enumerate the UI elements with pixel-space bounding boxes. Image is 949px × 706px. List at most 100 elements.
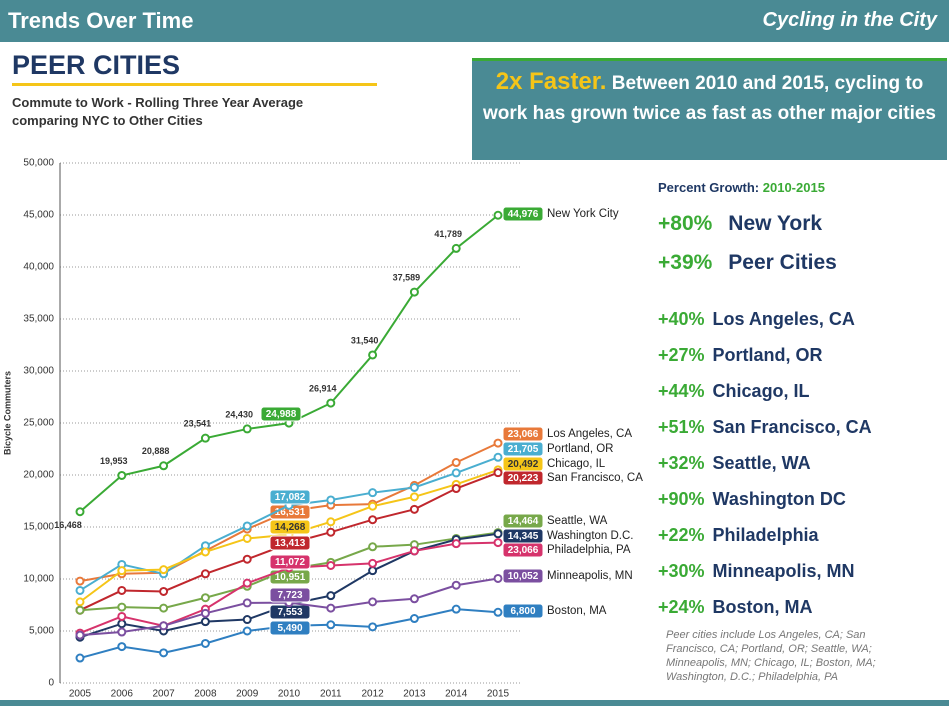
growth-city: Philadelphia <box>712 525 819 545</box>
y-tick-label: 15,000 <box>23 522 54 533</box>
x-tick-label: 2008 <box>194 689 217 700</box>
data-label: 14,345 <box>508 531 539 542</box>
growth-city: Minneapolis, MN <box>712 561 855 581</box>
point <box>368 501 378 511</box>
data-label: 23,066 <box>508 545 539 556</box>
growth-city: Boston, MA <box>712 597 813 617</box>
y-tick-label: 10,000 <box>23 574 54 585</box>
point <box>493 607 503 617</box>
growth-item: +40% Los Angeles, CA <box>658 309 855 330</box>
data-label: 7,723 <box>277 590 302 601</box>
point <box>159 565 169 575</box>
point <box>75 576 85 586</box>
point <box>451 604 461 614</box>
footer-bar <box>0 700 949 706</box>
label-box <box>269 489 311 505</box>
point <box>242 554 252 564</box>
point <box>368 622 378 632</box>
point <box>159 621 169 631</box>
point <box>493 573 503 583</box>
growth-city: New York <box>728 212 823 235</box>
point <box>159 461 169 471</box>
y-tick-label: 35,000 <box>23 314 54 325</box>
data-label: 19,953 <box>100 456 128 466</box>
point <box>326 517 336 527</box>
growth-pct: +24% <box>658 597 705 617</box>
label-box <box>269 535 311 551</box>
data-label: 17,082 <box>275 492 306 503</box>
legend-label: Minneapolis, MN <box>547 570 633 582</box>
point <box>200 608 210 618</box>
point <box>326 560 336 570</box>
point <box>326 620 336 630</box>
point <box>200 569 210 579</box>
point <box>326 495 336 505</box>
point <box>242 533 252 543</box>
x-tick-label: 2005 <box>69 689 92 700</box>
point <box>200 638 210 648</box>
title-line: Commute to Work - Rolling Three Year Ave… <box>12 95 303 110</box>
data-label: 16,468 <box>54 520 82 530</box>
x-tick-label: 2009 <box>236 689 259 700</box>
growth-item: +24% Boston, MA <box>658 597 813 618</box>
data-label: 14,268 <box>275 522 306 533</box>
data-label: 11,072 <box>275 557 305 568</box>
footnote: Peer cities include Los Angeles, CA; San… <box>666 629 876 683</box>
point <box>451 458 461 468</box>
chart: Commute to Work - Rolling Three Year Ave… <box>2 95 643 700</box>
y-axis-label: Bicycle Commuters <box>2 371 12 455</box>
data-label: 24,430 <box>225 409 253 419</box>
heading: Percent Growth: <box>658 180 760 195</box>
growth-item: +30% Minneapolis, MN <box>658 561 855 582</box>
point <box>159 648 169 658</box>
point <box>75 585 85 595</box>
growth-city: Los Angeles, CA <box>712 309 855 329</box>
label-box <box>502 470 544 486</box>
header-right: Cycling in the City <box>762 9 937 31</box>
growth-city: Portland, OR <box>712 345 823 365</box>
point <box>409 492 419 502</box>
point <box>368 488 378 498</box>
point <box>409 504 419 514</box>
data-label: 37,589 <box>393 272 421 282</box>
point <box>493 438 503 448</box>
point <box>368 566 378 576</box>
data-label: 7,553 <box>277 607 302 618</box>
point <box>75 630 85 640</box>
point <box>409 594 419 604</box>
growth-city: Seattle, WA <box>712 453 811 473</box>
label-box <box>502 441 544 457</box>
growth-pct: +40% <box>658 309 705 329</box>
point <box>493 210 503 220</box>
point <box>75 597 85 607</box>
x-tick-label: 2011 <box>320 689 342 700</box>
legend-label: Philadelphia, PA <box>547 544 631 556</box>
label-box <box>502 426 544 442</box>
point <box>242 615 252 625</box>
growth-city: San Francisco, CA <box>712 417 872 437</box>
y-tick-label: 25,000 <box>23 418 54 429</box>
data-label: 44,976 <box>508 209 539 220</box>
x-tick-label: 2015 <box>487 689 510 700</box>
label-box <box>260 406 302 422</box>
label-box <box>502 513 544 529</box>
growth-city: Peer Cities <box>728 251 837 274</box>
legend-label: Los Angeles, CA <box>547 428 632 440</box>
data-label: 14,464 <box>508 516 539 527</box>
growth-pct: +51% <box>658 417 705 437</box>
growth-pct: +39% <box>658 251 713 274</box>
growth-item: +22% Philadelphia <box>658 525 819 546</box>
point <box>117 611 127 621</box>
point <box>159 603 169 613</box>
data-label: 10,951 <box>275 572 306 583</box>
point <box>451 468 461 478</box>
data-label: 20,223 <box>508 473 539 484</box>
point <box>242 598 252 608</box>
point <box>200 593 210 603</box>
point <box>117 585 127 595</box>
legend-label: Seattle, WA <box>547 515 608 527</box>
point <box>117 627 127 637</box>
point <box>200 433 210 443</box>
x-tick-label: 2010 <box>278 689 301 700</box>
